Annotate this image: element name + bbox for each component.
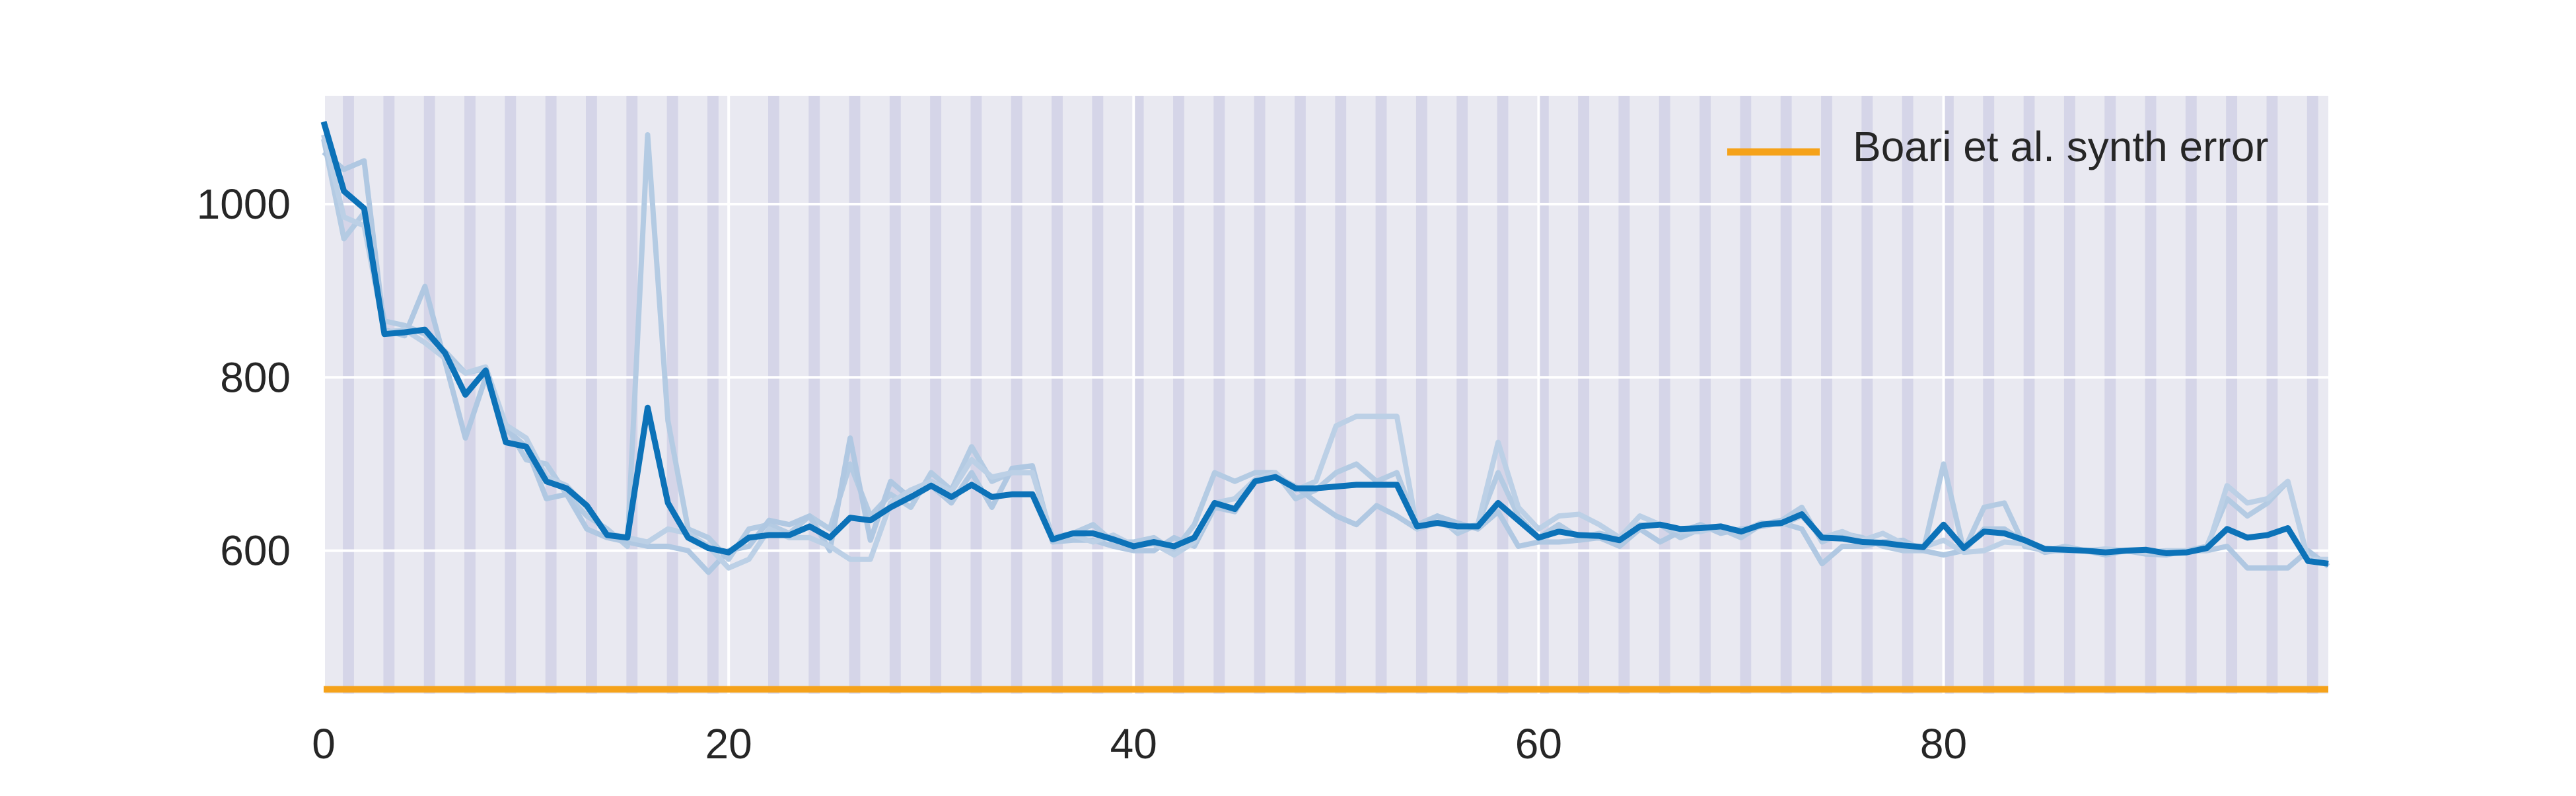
stripe-band: [2104, 96, 2116, 694]
stripe-band: [2145, 96, 2157, 694]
series-line-2: [321, 132, 2329, 567]
stripe-band: [1456, 96, 1468, 694]
stripe-band: [1092, 96, 1104, 694]
x-tick-label: 60: [1515, 720, 1562, 768]
series-lines: [320, 121, 2330, 575]
series-line-3: [322, 150, 2330, 575]
stripe-band: [2185, 96, 2197, 694]
stripe-band: [464, 96, 476, 694]
stripe-band: [1618, 96, 1630, 694]
stripe-band: [2023, 96, 2035, 694]
gridlines: [322, 96, 2328, 694]
y-tick-label: 800: [220, 353, 291, 401]
stripe-band: [2063, 96, 2075, 694]
stripe-band: [2307, 96, 2318, 694]
stripe-band: [1861, 96, 1873, 694]
x-tick-label: 0: [312, 720, 336, 768]
stripe-band: [1011, 96, 1022, 694]
x-axis: 0 20 40 60 80: [312, 720, 1967, 768]
stripe-band: [1294, 96, 1306, 694]
series-line-4: [321, 134, 2328, 571]
stripe-band: [2226, 96, 2238, 694]
y-axis: 600 800 1000: [197, 180, 291, 575]
stripe-band: [1173, 96, 1184, 694]
legend-label: Boari et al. synth error: [1853, 123, 2269, 170]
stripe-band: [1415, 96, 1427, 694]
stripe-band: [707, 96, 719, 694]
stripe-band: [383, 96, 395, 694]
stripe-band: [423, 96, 435, 694]
stripe-band: [1375, 96, 1387, 694]
stripe-band: [1335, 96, 1347, 694]
x-tick-label: 80: [1920, 720, 1967, 768]
stripe-band: [1497, 96, 1509, 694]
stripe-band: [970, 96, 982, 694]
y-tick-label: 600: [220, 527, 291, 575]
y-tick-label: 1000: [197, 180, 291, 228]
stripe-band: [808, 96, 820, 694]
stripe-band: [1902, 96, 1914, 694]
stripe-band: [2266, 96, 2278, 694]
legend: Boari et al. synth error: [1727, 123, 2269, 170]
stripe-band: [1659, 96, 1670, 694]
stripe-band: [1740, 96, 1752, 694]
stripe-band: [768, 96, 779, 694]
x-tick-label: 40: [1110, 720, 1157, 768]
stripe-band: [1780, 96, 1792, 694]
stripe-band: [1052, 96, 1063, 694]
series-line-1: [320, 121, 2329, 567]
stripe-band: [1578, 96, 1590, 694]
stripe-band: [849, 96, 861, 694]
x-tick-label: 20: [705, 720, 752, 768]
stripe-band: [1821, 96, 1832, 694]
stripe-band: [545, 96, 557, 694]
stripe-band: [1254, 96, 1266, 694]
stripe-band: [1983, 96, 1995, 694]
stripe-band: [343, 96, 354, 694]
stripe-band: [1699, 96, 1711, 694]
stripe-band: [930, 96, 942, 694]
stripe-band: [889, 96, 901, 694]
stripe-band: [586, 96, 597, 694]
stripe-band: [1213, 96, 1225, 694]
stripe-band: [505, 96, 517, 694]
